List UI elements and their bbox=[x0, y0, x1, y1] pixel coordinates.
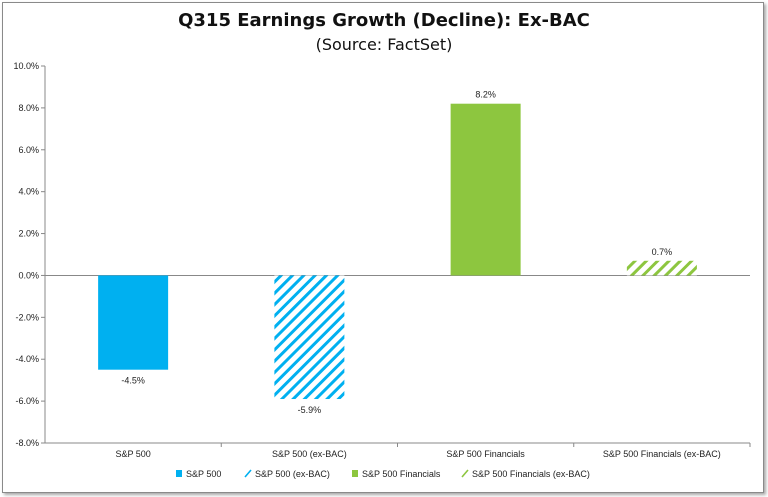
legend-label: S&P 500 (ex-BAC) bbox=[255, 469, 330, 479]
category-label: S&P 500 bbox=[115, 449, 150, 459]
category-label: S&P 500 Financials bbox=[446, 449, 525, 459]
bar bbox=[626, 260, 697, 276]
legend-swatch-hatched bbox=[461, 469, 469, 478]
data-label: 0.7% bbox=[652, 247, 673, 257]
y-tick-label: 0.0% bbox=[18, 270, 39, 280]
data-label: -5.9% bbox=[298, 405, 322, 415]
legend-swatch-hatched bbox=[244, 469, 252, 478]
y-tick-label: 10.0% bbox=[13, 61, 39, 71]
bar bbox=[450, 103, 521, 276]
legend-label: S&P 500 Financials bbox=[362, 469, 441, 479]
chart-subtitle: (Source: FactSet) bbox=[315, 35, 453, 54]
legend-label: S&P 500 Financials (ex-BAC) bbox=[472, 469, 590, 479]
bar bbox=[98, 275, 169, 370]
y-tick-label: 6.0% bbox=[18, 145, 39, 155]
legend-swatch bbox=[352, 470, 358, 477]
y-tick-label: 8.0% bbox=[18, 103, 39, 113]
data-label: 8.2% bbox=[475, 90, 496, 100]
y-tick-label: -2.0% bbox=[15, 312, 39, 322]
y-tick-label: 4.0% bbox=[18, 187, 39, 197]
y-tick-label: -8.0% bbox=[15, 438, 39, 448]
chart-title: Q315 Earnings Growth (Decline): Ex-BAC bbox=[178, 10, 590, 31]
data-label: -4.5% bbox=[121, 376, 145, 386]
y-tick-label: -6.0% bbox=[15, 396, 39, 406]
category-label: S&P 500 (ex-BAC) bbox=[272, 449, 347, 459]
category-label: S&P 500 Financials (ex-BAC) bbox=[603, 449, 721, 459]
legend-swatch bbox=[176, 470, 182, 477]
bar bbox=[274, 275, 345, 400]
y-tick-label: 2.0% bbox=[18, 229, 39, 239]
y-tick-label: -4.0% bbox=[15, 354, 39, 364]
legend-label: S&P 500 bbox=[186, 469, 221, 479]
